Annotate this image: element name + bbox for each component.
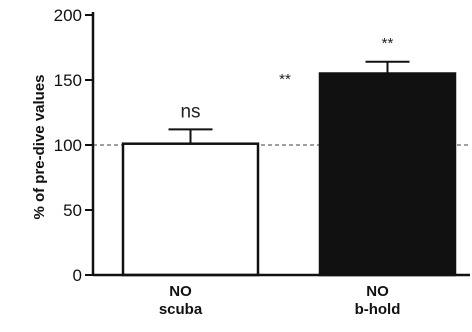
bar — [121, 142, 260, 277]
bars — [121, 72, 457, 277]
y-tick-label: 200 — [54, 6, 82, 25]
x-category-label-line2: b-hold — [355, 301, 401, 318]
x-category-label-line1: NO — [169, 283, 192, 300]
significance-label: ** — [382, 35, 394, 52]
y-tick-label: 0 — [73, 266, 82, 285]
error-bars — [168, 60, 410, 144]
significance-label: ns — [180, 101, 200, 122]
y-axis-label: % of pre-dive values — [31, 74, 48, 219]
bar — [318, 72, 457, 277]
y-axis-ticks: 0 50 100 150 200 — [54, 6, 93, 285]
annotations: ns ** ** — [180, 35, 393, 123]
axes — [91, 12, 470, 277]
y-tick-label: 50 — [63, 201, 82, 220]
y-tick-label: 100 — [54, 136, 82, 155]
y-tick-label: 150 — [54, 71, 82, 90]
x-category-label-line2: scuba — [159, 301, 203, 318]
x-category-label-line1: NO — [366, 283, 389, 300]
significance-label-side: ** — [279, 71, 291, 88]
